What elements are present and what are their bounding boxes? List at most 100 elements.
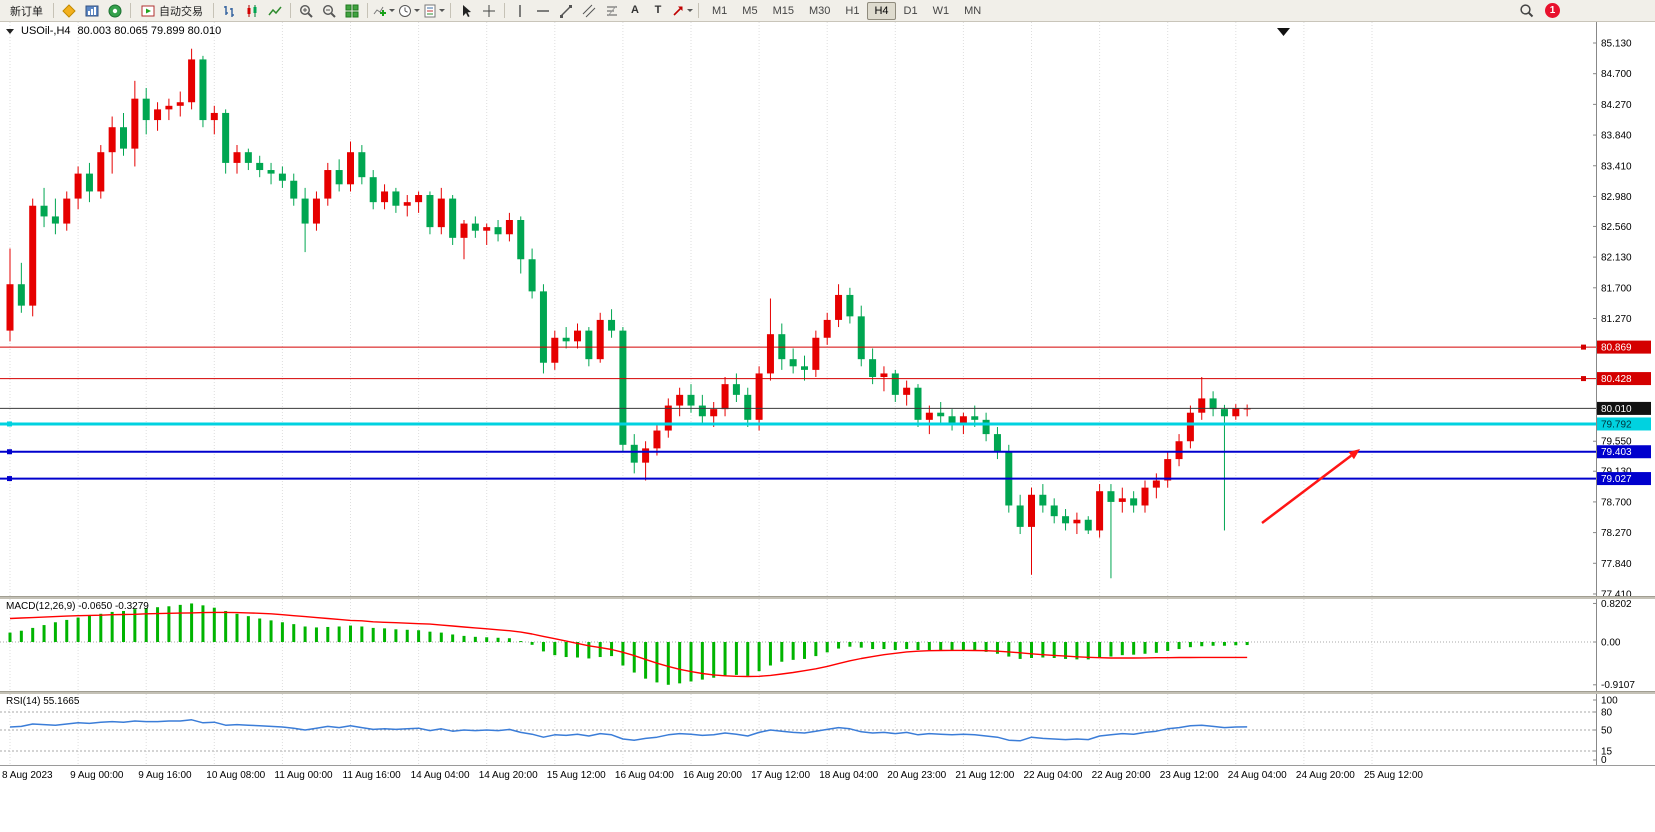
price-badge-79.027 (1597, 472, 1651, 486)
tile-windows-icon (345, 4, 359, 17)
svg-text:82.980: 82.980 (1601, 192, 1632, 203)
timeframe-m30-button[interactable]: M30 (808, 4, 831, 17)
panel-splitter[interactable] (0, 691, 1655, 694)
svg-text:0.8202: 0.8202 (1601, 599, 1632, 610)
svg-text:81.700: 81.700 (1601, 283, 1632, 294)
svg-text:79.792: 79.792 (1601, 419, 1632, 430)
cursor-button[interactable] (455, 1, 477, 21)
tile-windows-button[interactable] (341, 1, 363, 21)
timeframe-h4-button[interactable]: H4 (867, 1, 896, 20)
macd-panel: 0.8202 0.00 -0.9107 (0, 599, 1655, 691)
svg-text:80.428: 80.428 (1601, 374, 1632, 385)
search-button[interactable] (1515, 1, 1537, 21)
toolbar-separator (504, 3, 505, 18)
trendline-button[interactable] (555, 1, 577, 21)
svg-text:77.840: 77.840 (1601, 559, 1632, 570)
time-axis-label: 9 Aug 16:00 (138, 770, 192, 781)
crosshair-button[interactable] (478, 1, 500, 21)
timeframe-m15-button[interactable]: M15 (772, 4, 794, 17)
svg-text:100: 100 (1601, 696, 1618, 707)
time-axis-label: 14 Aug 20:00 (478, 770, 538, 781)
time-axis-label: 22 Aug 20:00 (1091, 770, 1151, 781)
timeframe-m1-button[interactable]: M1 (712, 4, 728, 17)
time-axis-label: 11 Aug 16:00 (342, 770, 401, 781)
candlestick-chart-icon (247, 4, 257, 17)
timeframe-h1-button[interactable]: H1 (845, 4, 860, 17)
time-axis-label: 24 Aug 04:00 (1227, 770, 1287, 781)
periods-button[interactable] (397, 1, 421, 21)
vertical-line-button[interactable] (509, 1, 531, 21)
toolbar-separator (53, 3, 54, 18)
toolbar: 新订单 自动交易 (0, 0, 1655, 22)
price-chart-canvas[interactable]: 85.130 84.700 84.270 83.840 83.410 82.980 82.5… (0, 22, 1655, 600)
time-axis-label: 17 Aug 12:00 (751, 770, 811, 781)
zoom-in-button[interactable] (295, 1, 317, 21)
arrows-tool-button[interactable] (670, 1, 694, 21)
search-icon (1519, 4, 1533, 18)
text-tool-button[interactable]: A (624, 1, 646, 21)
timeframe-m5-button[interactable]: M5 (742, 4, 758, 17)
clock-icon (399, 4, 411, 17)
svg-text:77.410: 77.410 (1601, 589, 1632, 596)
time-axis-label: 14 Aug 04:00 (410, 770, 470, 781)
support-button[interactable] (104, 1, 126, 21)
chart-window-icon (85, 5, 99, 16)
price-chart-panel: 85.130 84.700 84.270 83.840 83.410 82.980 82.5… (0, 22, 1655, 600)
panel-splitter[interactable] (0, 596, 1655, 599)
price-badge-79.792 (1597, 417, 1651, 431)
svg-text:79.403: 79.403 (1601, 447, 1632, 458)
trendline-icon (560, 4, 572, 18)
auto-trading-button[interactable]: 自动交易 (135, 1, 209, 21)
svg-text:79.550: 79.550 (1601, 437, 1632, 448)
svg-text:83.410: 83.410 (1601, 161, 1632, 172)
price-axis-labels: 85.130 84.700 84.270 83.840 83.410 82.980 82.5… (1593, 39, 1632, 600)
chevron-down-icon (389, 9, 395, 12)
toolbar-separator (367, 3, 368, 18)
zoom-out-button[interactable] (318, 1, 340, 21)
chevron-down-icon (414, 9, 420, 12)
svg-text:82.130: 82.130 (1601, 253, 1632, 264)
chart-shift-marker-icon[interactable] (1277, 28, 1290, 36)
headset-icon (108, 4, 122, 17)
svg-text:15: 15 (1601, 747, 1613, 758)
chevron-down-icon (687, 9, 693, 12)
line-chart-icon (268, 6, 282, 15)
templates-button[interactable] (422, 1, 446, 21)
time-axis[interactable]: 8 Aug 2023 9 Aug 00:00 9 Aug 16:00 10 Aug 0… (0, 765, 1655, 832)
new-order-button[interactable]: 新订单 (4, 1, 49, 21)
fibonacci-button[interactable] (601, 1, 623, 21)
time-axis-label: 22 Aug 04:00 (1023, 770, 1083, 781)
svg-text:84.700: 84.700 (1601, 69, 1632, 80)
metaeditor-button[interactable] (58, 1, 80, 21)
fibonacci-icon (607, 5, 617, 16)
channel-button[interactable] (578, 1, 600, 21)
equidistant-channel-icon (582, 4, 596, 17)
charts-button[interactable] (81, 1, 103, 21)
indicators-button[interactable] (372, 1, 396, 21)
svg-text:50: 50 (1601, 726, 1613, 737)
price-badge-80.010 (1597, 401, 1651, 415)
time-axis-label: 18 Aug 04:00 (819, 770, 879, 781)
auto-trading-label: 自动交易 (159, 5, 203, 18)
macd-canvas[interactable]: 0.8202 0.00 -0.9107 (0, 599, 1655, 691)
svg-text:79.027: 79.027 (1601, 474, 1632, 485)
trend-arrow-annotation[interactable] (1261, 449, 1360, 524)
price-badge-80.869 (1597, 340, 1651, 354)
time-axis-label: 21 Aug 12:00 (955, 770, 1015, 781)
notifications-button[interactable]: 1 (1545, 3, 1560, 18)
label-tool-button[interactable]: T (647, 1, 669, 21)
line-chart-button[interactable] (264, 1, 286, 21)
macd-histogram (8, 603, 1249, 685)
horizontal-line-button[interactable] (532, 1, 554, 21)
timeframe-d1-button[interactable]: D1 (903, 4, 918, 17)
bar-chart-button[interactable] (218, 1, 240, 21)
timeframe-w1-button[interactable]: W1 (932, 4, 950, 17)
time-axis-label: 9 Aug 00:00 (70, 770, 124, 781)
toolbar-separator (698, 3, 699, 18)
timeframe-mn-button[interactable]: MN (964, 4, 982, 17)
candlestick-chart-button[interactable] (241, 1, 263, 21)
svg-text:78.270: 78.270 (1601, 528, 1632, 539)
price-badge-79.403 (1597, 445, 1651, 459)
